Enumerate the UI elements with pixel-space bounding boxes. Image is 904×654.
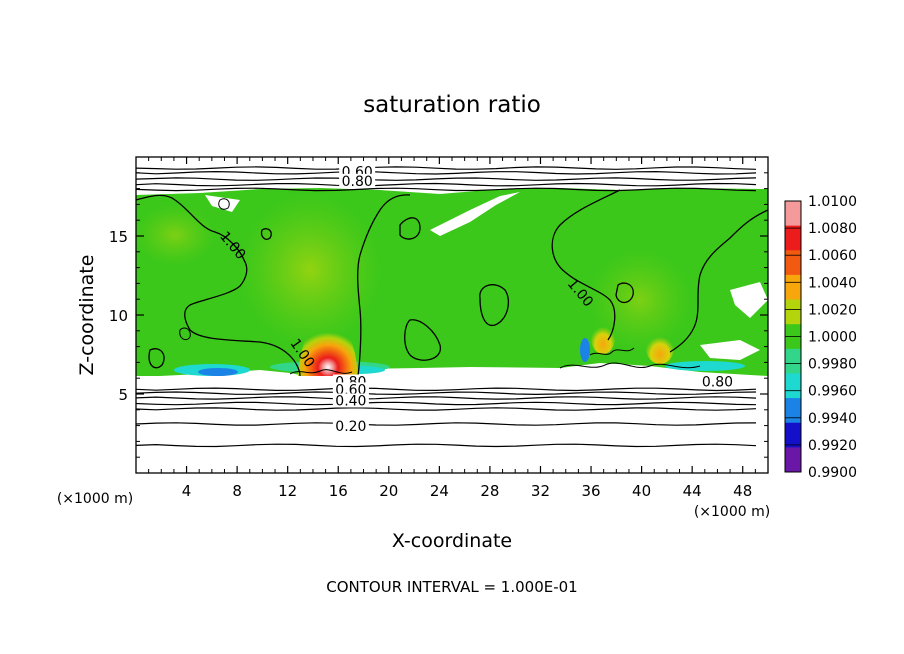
contour-label-bg (332, 418, 369, 433)
dry-patch (730, 282, 768, 318)
colorbar-swatch (785, 447, 801, 473)
colorbar-label: 1.0080 (808, 221, 857, 237)
x-tick-label: 16 (329, 482, 348, 500)
stable-contour (136, 177, 757, 181)
x-tick-label: 20 (379, 482, 398, 500)
colorbar-swatch (785, 299, 801, 325)
stable-contour (136, 182, 757, 187)
x-tick-label: 28 (480, 482, 499, 500)
subsaturated-rim (198, 368, 238, 376)
dry-patch (430, 192, 520, 236)
colorbar-label: 1.0040 (808, 275, 857, 291)
colorbar-label: 0.9920 (808, 438, 857, 454)
colorbar-label: 1.0060 (808, 248, 857, 264)
x-axis-ticks: 4 8 12 16 20 24 28 32 36 40 44 48 (148, 157, 756, 500)
x-tick-label: 48 (733, 482, 752, 500)
colorbar-swatch (785, 398, 801, 424)
stable-contour (136, 391, 757, 396)
stable-contours (136, 166, 757, 448)
colorbar: 1.0100 1.0080 1.0060 1.0040 1.0020 1.0000 0.99… (784, 194, 857, 481)
warm-spot (591, 322, 615, 354)
colorbar-swatch (785, 348, 801, 374)
stable-contour (136, 422, 757, 426)
saturation-field (136, 157, 768, 473)
x-unit-label: (×1000 m) (694, 504, 770, 520)
contour-label-bg (699, 374, 736, 389)
light-green-zone (240, 195, 380, 345)
stable-contour (136, 401, 757, 406)
x-tick-label: 24 (430, 482, 449, 500)
colorbar-label: 0.9980 (808, 357, 857, 373)
warm-spot (646, 332, 674, 364)
stable-contour (136, 407, 757, 411)
stable-contour (136, 166, 757, 170)
contour-label: 0.80 (342, 174, 373, 190)
x-tick-label: 8 (232, 482, 242, 500)
dry-patch (700, 340, 760, 360)
y-tick-label: 5 (118, 386, 128, 404)
x-tick-label: 36 (581, 482, 600, 500)
colorbar-label: 1.0100 (808, 194, 857, 210)
colorbar-label: 0.9960 (808, 384, 857, 400)
colorbar-label: 1.0000 (808, 330, 857, 346)
x-tick-label: 40 (632, 482, 651, 500)
x-axis-label: X-coordinate (392, 530, 512, 552)
colorbar-label: 0.9900 (808, 465, 857, 481)
stable-contour (136, 170, 757, 175)
colorbar-swatch (785, 422, 801, 448)
contour-label-bg (339, 173, 376, 188)
stable-contour (136, 443, 757, 448)
colorbar-label: 1.0020 (808, 302, 857, 318)
dry-patch (205, 195, 240, 212)
chart-title: saturation ratio (363, 92, 541, 118)
colorbar-swatch (785, 250, 801, 276)
y-tick-label: 15 (109, 228, 128, 246)
contour-interval-note: CONTOUR INTERVAL = 1.000E-01 (326, 578, 577, 596)
contour-label-bg (332, 393, 369, 408)
contour-label-bg (332, 382, 369, 397)
subsaturated-rim (580, 338, 590, 362)
cloud-base-contours (179, 198, 701, 375)
light-green-zone (136, 205, 215, 265)
colorbar-swatch (785, 201, 801, 227)
contour-label: 0.40 (335, 393, 366, 409)
light-green-zone (590, 250, 690, 350)
x-tick-label: 44 (683, 482, 702, 500)
stable-contour (136, 387, 757, 392)
colorbar-swatch (785, 373, 801, 399)
stable-contour (136, 396, 757, 400)
y-axis-label: Z-coordinate (76, 255, 98, 376)
subsaturated-rim (665, 361, 745, 371)
x-tick-label: 12 (278, 482, 297, 500)
colorbar-swatch (785, 225, 801, 251)
x-tick-label: 32 (531, 482, 550, 500)
colorbar-swatch (785, 274, 801, 301)
y-axis-ticks: 5 10 15 (109, 172, 768, 458)
colorbar-label: 0.9940 (808, 411, 857, 427)
x-tick-label: 4 (182, 482, 192, 500)
supersaturated-plume (298, 318, 358, 376)
contour-label: 0.20 (335, 419, 366, 435)
stable-contour (136, 187, 757, 192)
y-tick-label: 10 (109, 307, 128, 325)
contour-1.00 (136, 189, 768, 377)
z-unit-label: (×1000 m) (57, 491, 133, 507)
contour-label: 0.80 (702, 375, 733, 391)
